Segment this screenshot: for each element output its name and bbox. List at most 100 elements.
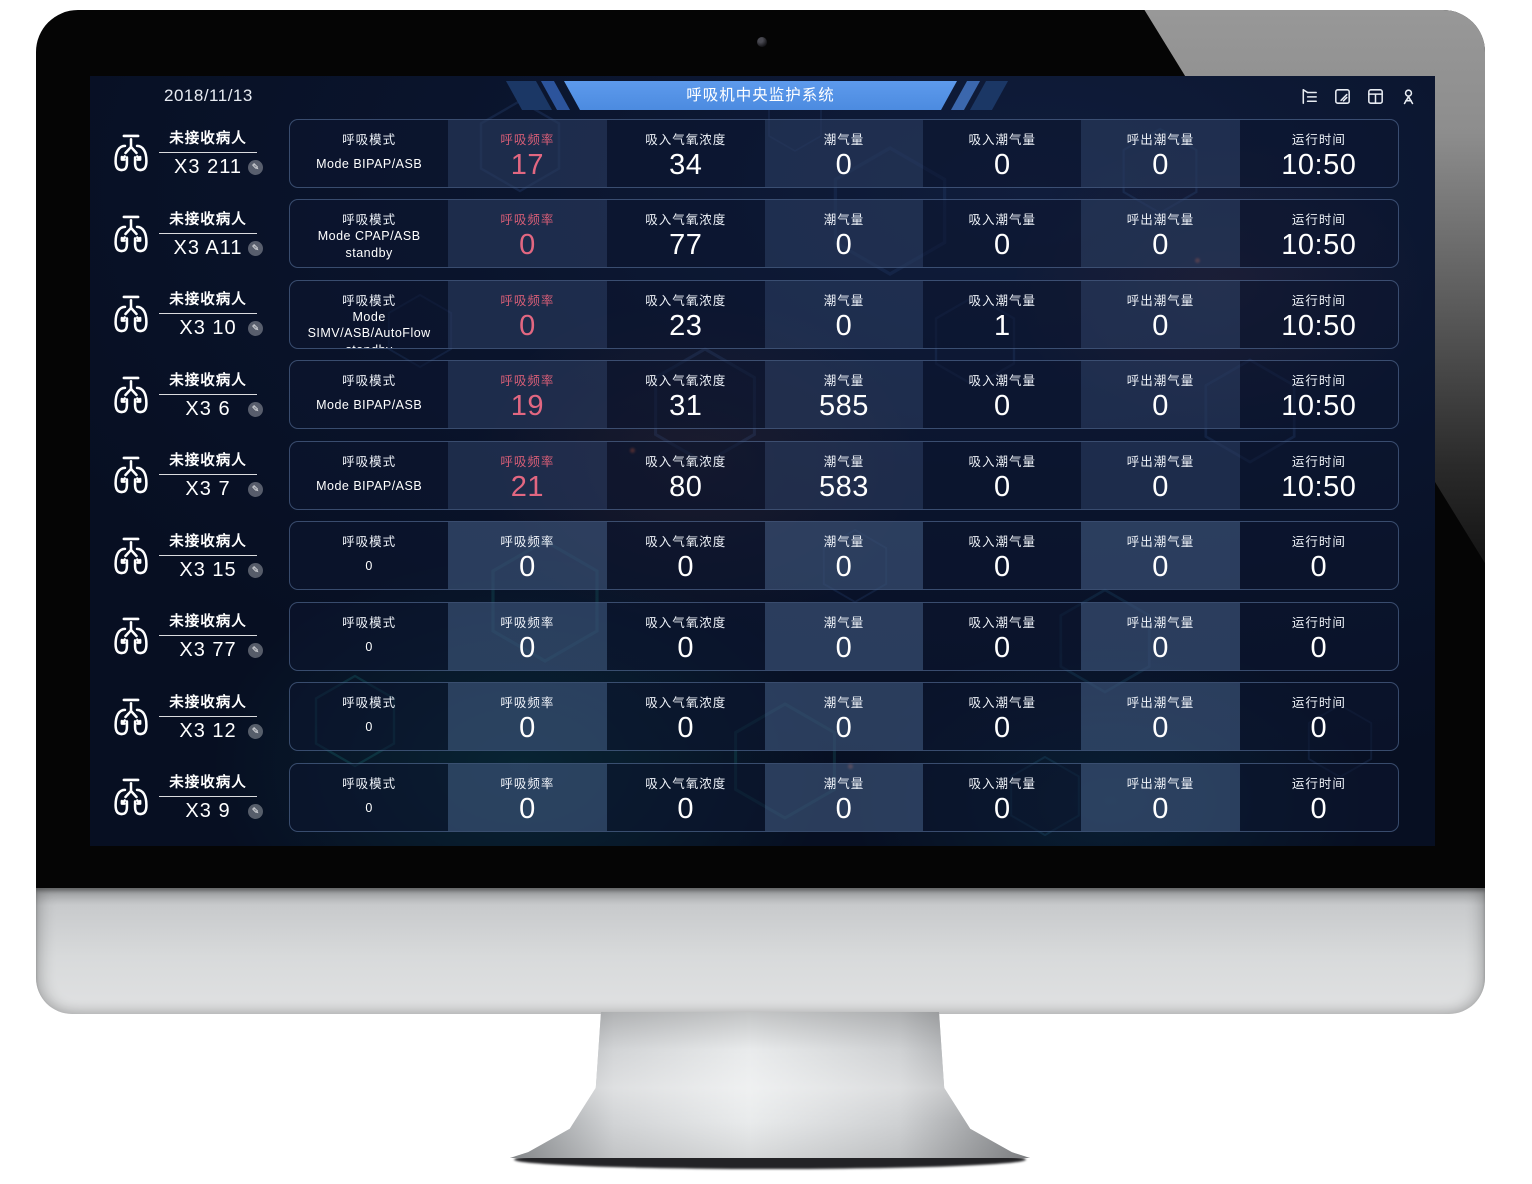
cell-value: 31 <box>669 390 703 422</box>
cell-label: 潮气量 <box>823 374 865 388</box>
card-divider <box>159 554 257 556</box>
cell-label: 呼吸模式 <box>342 213 397 227</box>
vitals-panel: 呼吸模式 0 呼吸频率 0 吸入气氧浓度 0 潮气量 0 吸入潮气量 0 呼出潮气量 0 运行时间 0 <box>289 762 1399 832</box>
cell-label: 吸入气氧浓度 <box>645 615 727 630</box>
cell-vt: 潮气量 0 <box>764 683 924 750</box>
bed-number: X3 9 <box>185 800 231 822</box>
cell-value: 34 <box>669 148 703 181</box>
edit-pencil-icon[interactable]: ✎ <box>248 643 263 658</box>
patient-card[interactable]: 未接收病人 X3 6 ✎ <box>105 360 272 430</box>
cell-value: 0 <box>993 470 1011 503</box>
edit-pencil-icon[interactable]: ✎ <box>248 160 263 175</box>
cell-value: 21 <box>510 470 545 503</box>
card-divider <box>159 715 257 717</box>
lungs-icon <box>105 614 157 658</box>
cell-vte: 呼出潮气量 0 <box>1081 763 1240 831</box>
card-divider <box>159 232 257 234</box>
patient-card[interactable]: 未接收病人 X3 9 ✎ <box>105 762 272 832</box>
cell-label: 吸入潮气量 <box>968 132 1037 147</box>
cell-value: 0 <box>519 712 536 744</box>
monitor-row: 未接收病人 X3 6 ✎ 呼吸模式 Mode BIPAP/ASB 呼吸频率 19 吸入气… <box>105 360 1399 430</box>
monitor-row: 未接收病人 X3 A11 ✎ 呼吸模式 Mode CPAP/ASB standby… <box>105 199 1399 269</box>
cell-value: 10:50 <box>1281 229 1357 261</box>
edit-note-icon[interactable] <box>1332 86 1353 107</box>
card-divider <box>159 152 257 153</box>
bed-number: X3 7 <box>185 478 231 500</box>
cell-value: 0 <box>1152 631 1169 664</box>
lungs-icon <box>105 453 157 497</box>
cell-vti: 吸入潮气量 0 <box>923 522 1081 589</box>
edit-pencil-icon[interactable]: ✎ <box>248 240 263 256</box>
patient-status: 未接收病人 <box>169 292 247 308</box>
edit-pencil-icon[interactable]: ✎ <box>248 321 263 336</box>
cell-label: 吸入气氧浓度 <box>645 696 727 710</box>
cell-value: 0 <box>365 639 373 654</box>
cell-time: 运行时间 0 <box>1240 764 1398 831</box>
cell-value: 80 <box>669 470 703 503</box>
cell-vte: 呼出潮气量 0 <box>1081 361 1240 428</box>
cell-fio2: 吸入气氧浓度 0 <box>607 603 765 670</box>
cell-value: 10:50 <box>1281 390 1357 422</box>
collapse-menu-icon[interactable] <box>1299 86 1320 107</box>
edit-pencil-icon[interactable]: ✎ <box>248 562 263 578</box>
cell-rr: 呼吸频率 17 <box>448 119 607 187</box>
cell-vt: 潮气量 0 <box>764 602 924 670</box>
edit-pencil-icon[interactable]: ✎ <box>248 804 263 819</box>
monitor-row: 未接收病人 X3 211 ✎ 呼吸模式 Mode BIPAP/ASB 呼吸频率 17 吸… <box>105 118 1399 188</box>
cell-label: 吸入潮气量 <box>968 213 1037 227</box>
patient-card-text: 未接收病人 X3 10 <box>157 288 259 340</box>
card-divider <box>159 635 257 636</box>
cell-value: Mode CPAP/ASB standby <box>317 229 421 260</box>
vitals-panel: 呼吸模式 0 呼吸频率 0 吸入气氧浓度 0 潮气量 0 吸入潮气量 0 呼出潮气量 0 运行时间 0 <box>289 601 1399 671</box>
cell-value: 0 <box>835 551 853 583</box>
cell-vti: 吸入潮气量 0 <box>923 603 1081 670</box>
cell-mode: 呼吸模式 0 <box>290 683 448 750</box>
layout-panel-icon[interactable] <box>1365 86 1386 107</box>
lungs-icon <box>105 534 157 578</box>
cell-label: 呼吸频率 <box>500 696 555 710</box>
user-icon[interactable] <box>1398 86 1419 107</box>
cell-value: 583 <box>819 470 869 503</box>
date-label: 2018/11/13 <box>164 86 253 105</box>
cell-label: 呼吸模式 <box>342 535 397 549</box>
cell-time: 运行时间 10:50 <box>1240 200 1398 267</box>
cell-mode: 呼吸模式 Mode BIPAP/ASB <box>290 120 448 187</box>
cell-time: 运行时间 10:50 <box>1240 361 1398 428</box>
cell-time: 运行时间 10:50 <box>1240 120 1398 187</box>
cell-mode: 呼吸模式 Mode CPAP/ASB standby <box>290 200 448 267</box>
edit-pencil-icon[interactable]: ✎ <box>248 482 263 497</box>
cell-value: 77 <box>669 229 703 261</box>
cell-vt: 潮气量 0 <box>764 280 924 348</box>
edit-pencil-icon[interactable]: ✎ <box>248 401 263 417</box>
cell-label: 呼吸频率 <box>500 132 555 147</box>
patient-card-text: 未接收病人 X3 6 <box>157 369 259 421</box>
cell-label: 运行时间 <box>1291 213 1346 227</box>
stand-neck <box>510 1012 1030 1158</box>
edit-pencil-icon[interactable]: ✎ <box>248 723 263 739</box>
patient-card[interactable]: 未接收病人 X3 10 ✎ <box>105 279 272 349</box>
monitor-row: 未接收病人 X3 77 ✎ 呼吸模式 0 呼吸频率 0 吸入气氧浓度 0 潮气量 0 吸入潮气量… <box>105 601 1399 671</box>
cell-label: 呼吸模式 <box>342 454 397 469</box>
patient-card[interactable]: 未接收病人 X3 12 ✎ <box>105 682 272 752</box>
page-title: 呼吸机中央监护系统 <box>564 81 957 110</box>
cell-label: 运行时间 <box>1291 615 1346 630</box>
patient-card-text: 未接收病人 X3 9 <box>157 771 259 823</box>
cell-label: 潮气量 <box>823 776 865 791</box>
cell-label: 呼出潮气量 <box>1126 696 1195 710</box>
patient-card[interactable]: 未接收病人 X3 77 ✎ <box>105 601 272 671</box>
patient-card[interactable]: 未接收病人 X3 A11 ✎ <box>105 199 272 269</box>
patient-card[interactable]: 未接收病人 X3 7 ✎ <box>105 440 272 510</box>
cell-fio2: 吸入气氧浓度 80 <box>607 442 765 509</box>
patient-status: 未接收病人 <box>169 614 247 630</box>
cell-value: 0 <box>365 800 373 815</box>
cell-fio2: 吸入气氧浓度 0 <box>607 522 765 589</box>
cell-value: 0 <box>1152 792 1169 825</box>
patient-card[interactable]: 未接收病人 X3 15 ✎ <box>105 521 272 591</box>
patient-card[interactable]: 未接收病人 X3 211 ✎ <box>105 118 272 188</box>
cell-label: 呼吸频率 <box>500 535 555 549</box>
cell-label: 运行时间 <box>1291 535 1346 549</box>
cell-mode: 呼吸模式 Mode BIPAP/ASB <box>290 442 448 509</box>
cell-vte: 呼出潮气量 0 <box>1081 280 1240 348</box>
